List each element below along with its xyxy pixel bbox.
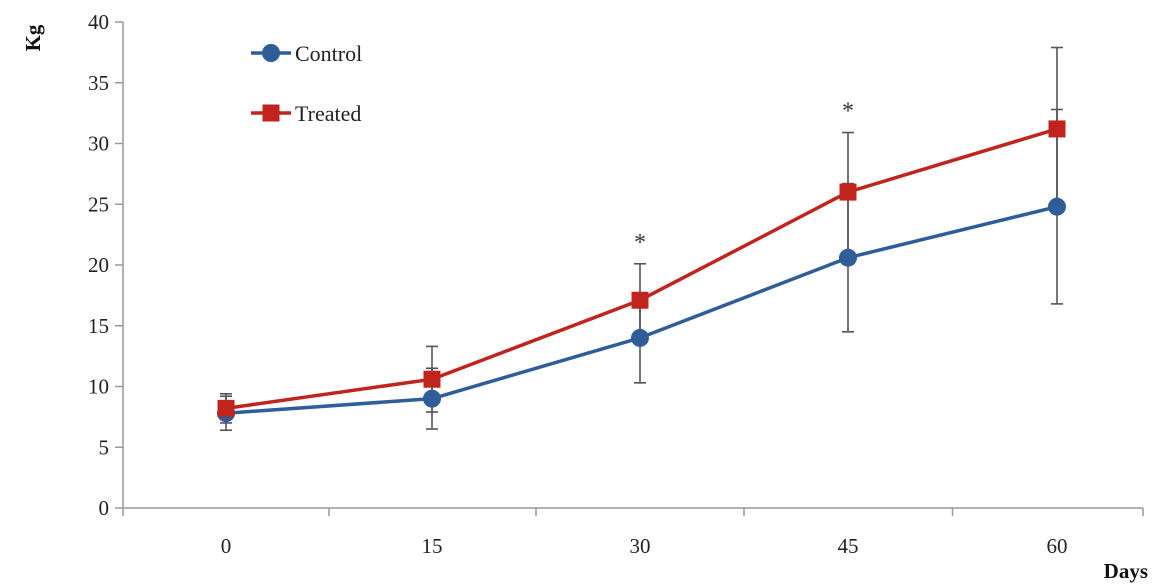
significance-asterisk: * <box>634 230 646 256</box>
legend-marker-control <box>262 44 280 62</box>
y-tick-label: 10 <box>88 375 109 399</box>
data-point-treated <box>423 370 441 388</box>
legend-marker-treated <box>262 104 280 122</box>
y-axis-title: Kg <box>21 24 45 51</box>
axes <box>122 22 1143 509</box>
y-tick-label: 0 <box>99 496 110 520</box>
x-tick-label: 15 <box>422 534 443 558</box>
significance-asterisk: * <box>842 99 854 125</box>
x-tick-label: 45 <box>838 534 859 558</box>
data-point-treated <box>631 291 649 309</box>
x-tick-label: 30 <box>630 534 651 558</box>
x-axis-title: Days <box>1104 559 1148 583</box>
y-tick-label: 15 <box>88 314 109 338</box>
data-point-treated <box>839 183 857 201</box>
data-point-control <box>423 389 441 408</box>
y-tick-label: 20 <box>88 253 109 277</box>
data-point-treated <box>217 399 235 417</box>
series-line-treated <box>225 127 1058 411</box>
x-tick-label: 0 <box>221 534 232 558</box>
legend-label-control: Control <box>295 41 362 66</box>
legend-label-treated: Treated <box>295 101 361 126</box>
y-tick-label: 5 <box>99 435 110 459</box>
x-axis-ticks: 0 15 30 45 60 <box>122 508 1144 558</box>
legend: Control Treated <box>251 41 362 126</box>
significance-annotations: ** <box>634 99 854 256</box>
y-tick-label: 30 <box>88 132 109 156</box>
y-tick-label: 40 <box>88 10 109 34</box>
y-tick-label: 25 <box>88 192 109 216</box>
x-tick-label: 60 <box>1047 534 1068 558</box>
y-tick-label: 35 <box>88 71 109 95</box>
series-markers <box>217 120 1066 423</box>
y-axis-ticks: 0 5 10 15 20 25 30 35 40 <box>88 10 123 520</box>
data-point-control <box>631 328 649 347</box>
data-point-treated <box>1048 120 1066 138</box>
data-point-control <box>1048 197 1066 216</box>
series-lines <box>225 127 1058 415</box>
data-point-control <box>839 248 857 267</box>
